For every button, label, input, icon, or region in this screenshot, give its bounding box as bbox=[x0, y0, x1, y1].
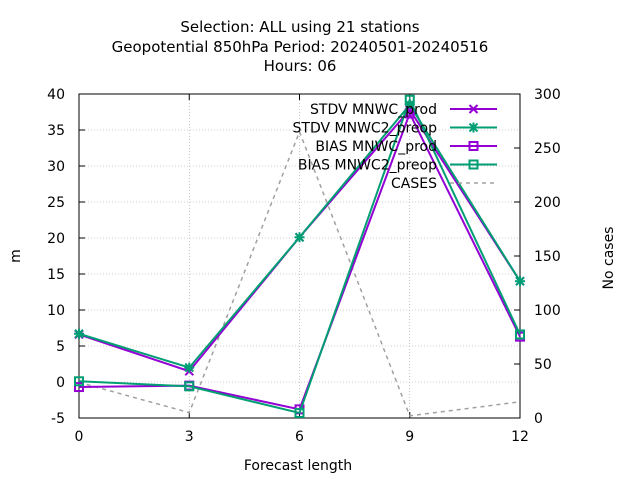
legend-label: STDV MNWC_prod bbox=[310, 102, 437, 118]
y2-tick-label: 300 bbox=[534, 87, 561, 103]
title-line-2: Geopotential 850hPa Period: 20240501-202… bbox=[112, 38, 489, 56]
y-tick-label: 15 bbox=[47, 267, 65, 283]
data-point bbox=[468, 141, 479, 151]
chart-title: Selection: ALL using 21 stations Geopote… bbox=[112, 18, 489, 75]
data-point bbox=[74, 382, 84, 393]
y-tick-label: 0 bbox=[56, 375, 65, 391]
data-point bbox=[515, 329, 525, 340]
data-point bbox=[294, 407, 305, 418]
legend-entry: STDV MNWC_prod bbox=[310, 102, 497, 118]
data-point bbox=[74, 376, 84, 387]
series-group bbox=[74, 94, 525, 418]
data-point bbox=[468, 122, 479, 133]
data-point bbox=[74, 328, 84, 339]
series-line bbox=[78, 97, 521, 415]
legend: STDV MNWC_prod STDV MNWC2_preop BIAS MNWC_… bbox=[293, 102, 497, 192]
title-line-1: Selection: ALL using 21 stations bbox=[180, 18, 419, 36]
y-tick-label: 35 bbox=[47, 123, 65, 139]
x-tick-label: 0 bbox=[75, 429, 84, 445]
data-point bbox=[294, 232, 305, 243]
legend-label: BIAS MNWC2_preop bbox=[298, 158, 437, 174]
y2-tick-label: 100 bbox=[534, 303, 561, 319]
data-point bbox=[404, 94, 415, 105]
data-point bbox=[184, 381, 195, 392]
y-tick-label: 25 bbox=[47, 195, 65, 211]
data-point bbox=[468, 159, 479, 170]
x-tick-label: 3 bbox=[185, 429, 194, 445]
x-tick-label: 12 bbox=[511, 429, 529, 445]
legend-label: BIAS MNWC_prod bbox=[315, 139, 437, 155]
x-axis-label: Forecast length bbox=[244, 458, 352, 474]
data-point bbox=[468, 104, 479, 114]
y-tick-label: 40 bbox=[47, 87, 65, 103]
grid bbox=[79, 94, 520, 418]
title-line-3: Hours: 06 bbox=[264, 57, 337, 75]
x-tick-label: 9 bbox=[405, 429, 414, 445]
y-axis-label: m bbox=[8, 249, 24, 263]
legend-entry: BIAS MNWC2_preop bbox=[298, 158, 497, 174]
y-tick-label: 20 bbox=[47, 231, 65, 247]
y-tick-label: 30 bbox=[47, 159, 65, 175]
legend-entry: CASES bbox=[391, 176, 497, 192]
legend-entry: BIAS MNWC_prod bbox=[315, 139, 497, 155]
y2-tick-label: 0 bbox=[534, 411, 543, 427]
legend-label: CASES bbox=[391, 176, 437, 192]
y-tick-label: -5 bbox=[51, 411, 65, 427]
series-3 bbox=[74, 94, 525, 418]
legend-label: STDV MNWC2_preop bbox=[293, 121, 438, 137]
y-tick-label: 10 bbox=[47, 303, 65, 319]
y2-tick-label: 150 bbox=[534, 249, 561, 265]
axis-ticks: 0 3 6 9 12 -5 0 5 10 15 20 25 30 35 40 0 50 100 150 200 250 3… bbox=[47, 87, 561, 445]
y-tick-label: 5 bbox=[56, 339, 65, 355]
data-point bbox=[515, 276, 525, 287]
legend-entry: STDV MNWC2_preop bbox=[293, 121, 497, 137]
y2-tick-label: 50 bbox=[534, 357, 552, 373]
x-tick-label: 6 bbox=[295, 429, 304, 445]
data-point bbox=[184, 362, 195, 373]
y2-axis-label: No cases bbox=[601, 227, 617, 290]
y2-tick-label: 200 bbox=[534, 195, 561, 211]
y2-tick-label: 250 bbox=[534, 141, 561, 157]
